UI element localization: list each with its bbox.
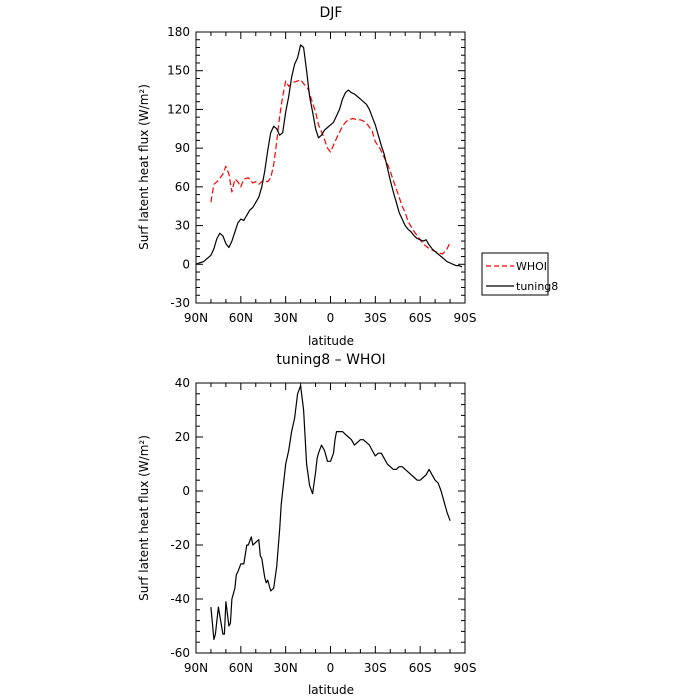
series-line-whoi: [210, 79, 451, 255]
x-axis: 90N 60N 30N 0 30S 60S 90S: [184, 383, 477, 675]
y-tick-label: 150: [167, 64, 190, 78]
y-tick-label: -60: [170, 646, 190, 660]
x-axis-title: latitude: [308, 683, 354, 697]
y-tick-label: 40: [175, 376, 190, 390]
chart-panel-diff: tuning8 – WHOI -60 -40 -20 0 20 40 90N 60N 30N 0…: [137, 352, 476, 697]
x-tick-label: 60S: [409, 661, 432, 675]
y-axis: -30 0 30 60 90 120 150 180: [167, 25, 465, 310]
y-axis: -60 -40 -20 0 20 40: [170, 376, 465, 660]
x-tick-label: 0: [327, 311, 335, 325]
x-tick-label: 30S: [364, 311, 387, 325]
y-tick-label: 60: [175, 180, 190, 194]
y-axis-title: Surf latent heat flux (W/m²): [137, 435, 151, 601]
series-layer: [210, 385, 451, 641]
y-tick-label: 0: [182, 257, 190, 271]
y-tick-label: 90: [175, 141, 190, 155]
x-tick-label: 60N: [229, 661, 253, 675]
y-tick-label: 20: [175, 430, 190, 444]
series-line-tuning8: [195, 44, 463, 268]
x-axis-title: latitude: [308, 334, 354, 348]
chart-title: DJF: [320, 5, 343, 21]
x-tick-label: 90N: [184, 661, 208, 675]
x-tick-label: 30N: [274, 661, 298, 675]
x-tick-label: 90N: [184, 311, 208, 325]
x-axis: 90N 60N 30N 0 30S 60S 90S: [184, 32, 477, 325]
legend-box: [481, 252, 549, 296]
plot-frame: [195, 31, 466, 304]
plot-frame: [195, 382, 466, 654]
y-tick-label: -30: [170, 296, 190, 310]
series-layer: [195, 44, 463, 268]
y-axis-title: Surf latent heat flux (W/m²): [137, 84, 151, 250]
x-tick-label: 60S: [409, 311, 432, 325]
x-tick-label: 90S: [454, 311, 477, 325]
y-tick-label: 30: [175, 219, 190, 233]
x-tick-label: 90S: [454, 661, 477, 675]
chart-title: tuning8 – WHOI: [276, 352, 385, 368]
series-line-difference: [210, 385, 451, 641]
y-tick-label: -40: [170, 592, 190, 606]
y-tick-label: 0: [182, 484, 190, 498]
y-tick-label: 180: [167, 25, 190, 39]
y-tick-label: 120: [167, 102, 190, 116]
legend-label-tuning8: tuning8: [516, 280, 558, 293]
legend: WHOI tuning8: [481, 252, 558, 296]
x-tick-label: 30N: [274, 311, 298, 325]
x-tick-label: 0: [327, 661, 335, 675]
chart-panel-djf: DJF -30 0 30 60 90 120 150 180 90N 60N 30N 0 30S 60S…: [137, 5, 558, 348]
y-tick-label: -20: [170, 538, 190, 552]
legend-label-whoi: WHOI: [516, 260, 547, 273]
x-tick-label: 30S: [364, 661, 387, 675]
x-tick-label: 60N: [229, 311, 253, 325]
